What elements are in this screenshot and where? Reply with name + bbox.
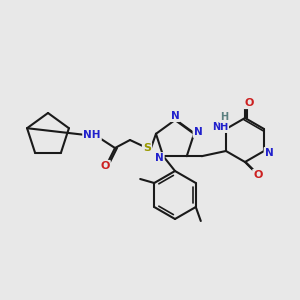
- Text: O: O: [253, 170, 263, 180]
- Text: N: N: [265, 148, 273, 158]
- Text: NH: NH: [83, 130, 101, 140]
- Text: H: H: [220, 112, 228, 122]
- Text: S: S: [143, 143, 151, 153]
- Text: O: O: [100, 161, 110, 171]
- Text: N: N: [171, 111, 179, 121]
- Text: N: N: [194, 127, 202, 137]
- Text: O: O: [244, 98, 254, 108]
- Text: N: N: [155, 153, 164, 163]
- Text: NH: NH: [212, 122, 228, 132]
